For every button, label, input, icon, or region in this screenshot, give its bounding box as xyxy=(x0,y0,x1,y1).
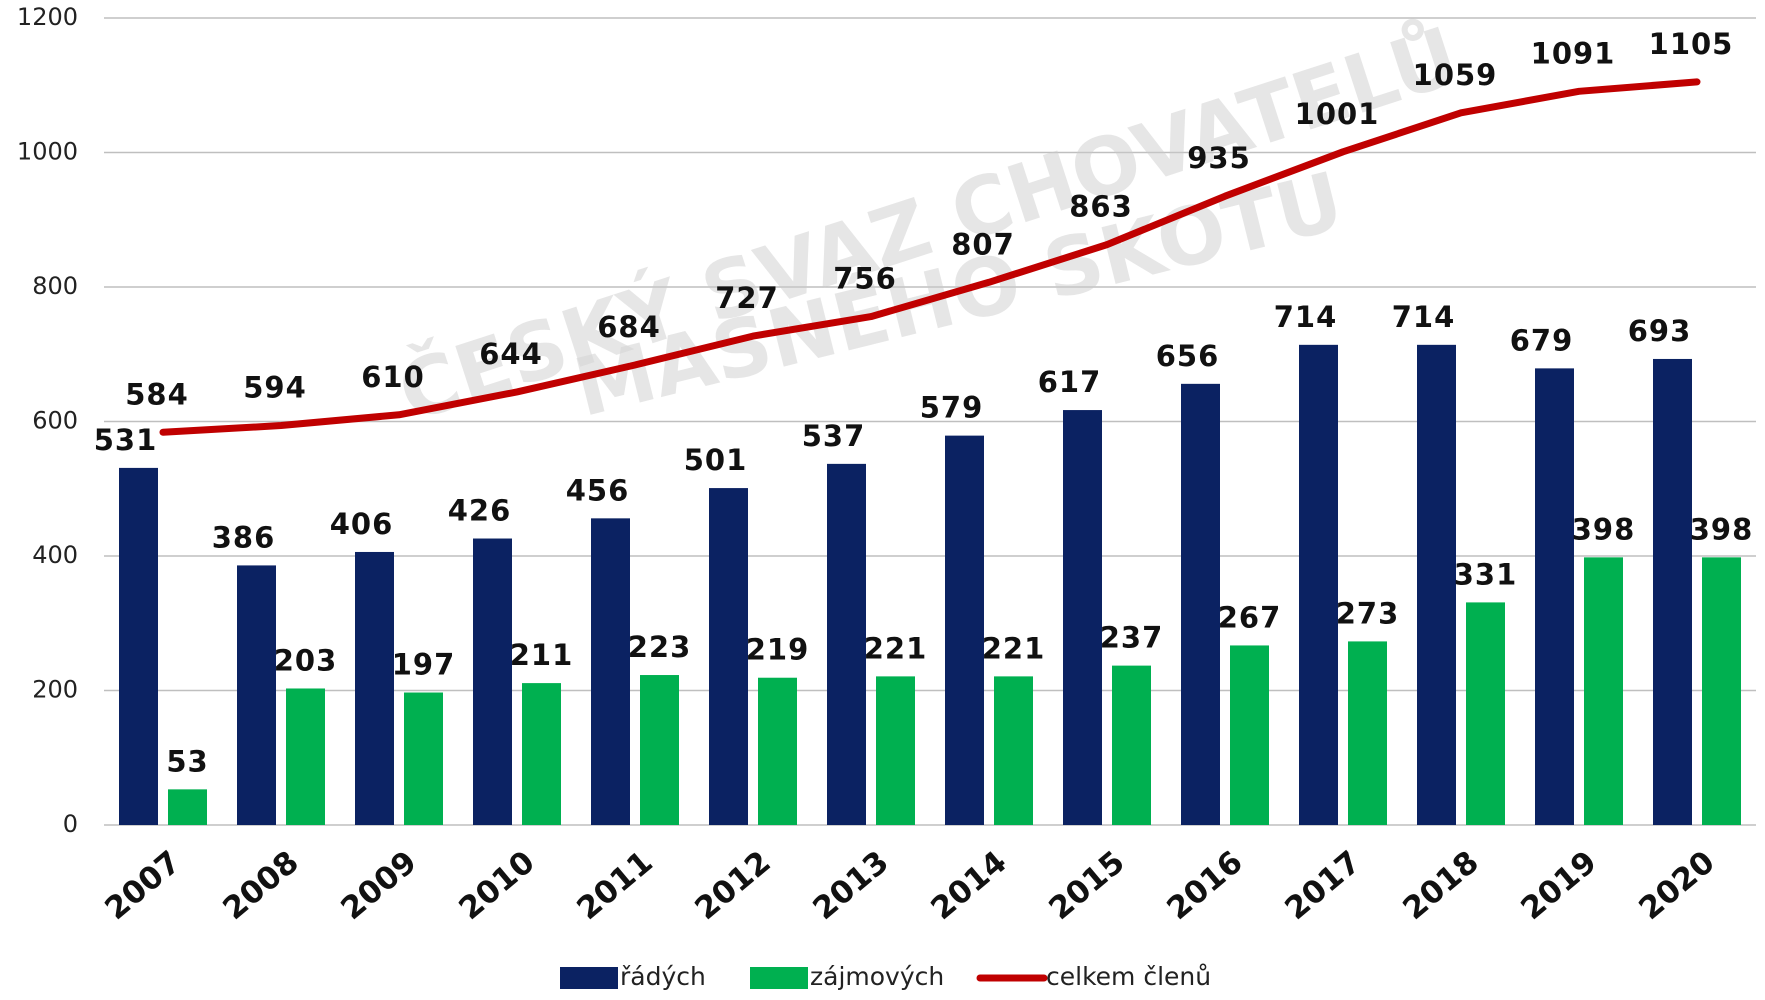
y-tick-label: 800 xyxy=(32,272,78,300)
data-label: 644 xyxy=(479,337,543,371)
bar xyxy=(1181,383,1220,825)
data-label: 537 xyxy=(802,419,866,453)
bar xyxy=(404,692,443,825)
data-label: 727 xyxy=(715,281,779,315)
x-tick-label: 2015 xyxy=(1042,844,1131,927)
bar xyxy=(1535,368,1574,825)
line xyxy=(159,78,1701,436)
x-tick-label: 2011 xyxy=(570,844,659,927)
x-tick-label: 2014 xyxy=(924,844,1013,927)
data-label: 1105 xyxy=(1649,27,1734,61)
data-label: 386 xyxy=(212,520,276,554)
bar xyxy=(1702,557,1741,825)
data-label: 684 xyxy=(597,310,661,344)
data-label: 219 xyxy=(746,633,810,667)
x-tick-label: 2020 xyxy=(1632,844,1721,927)
bar xyxy=(827,463,866,825)
data-label: 426 xyxy=(448,494,512,528)
data-label: 221 xyxy=(982,631,1046,665)
bar xyxy=(945,435,984,825)
data-label: 53 xyxy=(166,744,208,778)
bar xyxy=(168,789,207,825)
bar xyxy=(1063,410,1102,825)
data-label: 223 xyxy=(628,630,692,664)
legend-swatch xyxy=(560,967,618,989)
data-label: 935 xyxy=(1187,141,1251,175)
y-tick-label: 200 xyxy=(32,676,78,704)
x-tick-label: 2008 xyxy=(216,844,305,927)
bar xyxy=(237,565,276,825)
data-label: 693 xyxy=(1628,314,1692,348)
bar xyxy=(355,551,394,825)
data-label: 267 xyxy=(1218,600,1282,634)
data-label: 656 xyxy=(1156,339,1220,373)
x-tick-label: 2007 xyxy=(98,844,187,927)
y-tick-label: 600 xyxy=(32,407,78,435)
data-label: 679 xyxy=(1510,323,1574,357)
data-label: 807 xyxy=(951,227,1015,261)
x-tick-label: 2019 xyxy=(1514,844,1603,927)
data-label: 1059 xyxy=(1413,58,1498,92)
data-label: 273 xyxy=(1336,596,1400,630)
data-label: 531 xyxy=(94,423,158,457)
bar xyxy=(876,676,915,825)
x-tick-label: 2016 xyxy=(1160,844,1249,927)
data-label: 579 xyxy=(920,391,984,425)
legend-label: celkem členů xyxy=(1046,962,1211,991)
data-label: 863 xyxy=(1069,190,1133,224)
data-label: 203 xyxy=(274,643,338,677)
x-tick-label: 2018 xyxy=(1396,844,1485,927)
bar xyxy=(1417,344,1456,825)
data-label: 617 xyxy=(1038,365,1102,399)
data-label: 714 xyxy=(1274,300,1338,334)
x-tick-label: 2010 xyxy=(452,844,541,927)
bar xyxy=(994,676,1033,825)
x-tick-label: 2012 xyxy=(688,844,777,927)
bar xyxy=(1348,641,1387,825)
bar xyxy=(1584,557,1623,825)
bar xyxy=(286,688,325,825)
data-label: 501 xyxy=(684,443,748,477)
bar xyxy=(591,518,630,825)
data-label: 610 xyxy=(361,360,425,394)
data-label: 211 xyxy=(510,638,574,672)
bar xyxy=(1230,645,1269,825)
y-tick-label: 1200 xyxy=(17,3,78,31)
bar xyxy=(119,467,158,825)
data-label: 714 xyxy=(1392,300,1456,334)
bar xyxy=(758,677,797,825)
data-label: 584 xyxy=(125,377,189,411)
data-label: 594 xyxy=(243,371,307,405)
legend-swatch xyxy=(750,967,808,989)
data-label: 398 xyxy=(1572,512,1636,546)
x-tick-label: 2009 xyxy=(334,844,423,927)
data-label: 1001 xyxy=(1295,97,1380,131)
y-tick-label: 400 xyxy=(32,541,78,569)
x-tick-label: 2017 xyxy=(1278,844,1367,927)
bar xyxy=(1112,665,1151,825)
data-label: 197 xyxy=(392,648,456,682)
data-label: 1091 xyxy=(1531,36,1616,70)
x-tick-label: 2013 xyxy=(806,844,895,927)
data-label: 331 xyxy=(1454,557,1518,591)
legend-label: řádých xyxy=(620,962,706,991)
bar xyxy=(1299,344,1338,825)
bar xyxy=(473,538,512,825)
bar xyxy=(640,675,679,825)
bar xyxy=(709,488,748,825)
y-tick-label: 1000 xyxy=(17,138,78,166)
data-label: 221 xyxy=(864,631,928,665)
y-tick-label: 0 xyxy=(63,810,78,838)
data-label: 406 xyxy=(330,507,394,541)
data-label: 398 xyxy=(1690,512,1754,546)
data-label: 756 xyxy=(833,262,897,296)
bar xyxy=(1653,358,1692,825)
bar xyxy=(1466,602,1505,825)
bar xyxy=(522,683,561,825)
legend-label: zájmových xyxy=(810,962,944,991)
data-label: 456 xyxy=(566,473,630,507)
data-label: 237 xyxy=(1100,621,1164,655)
